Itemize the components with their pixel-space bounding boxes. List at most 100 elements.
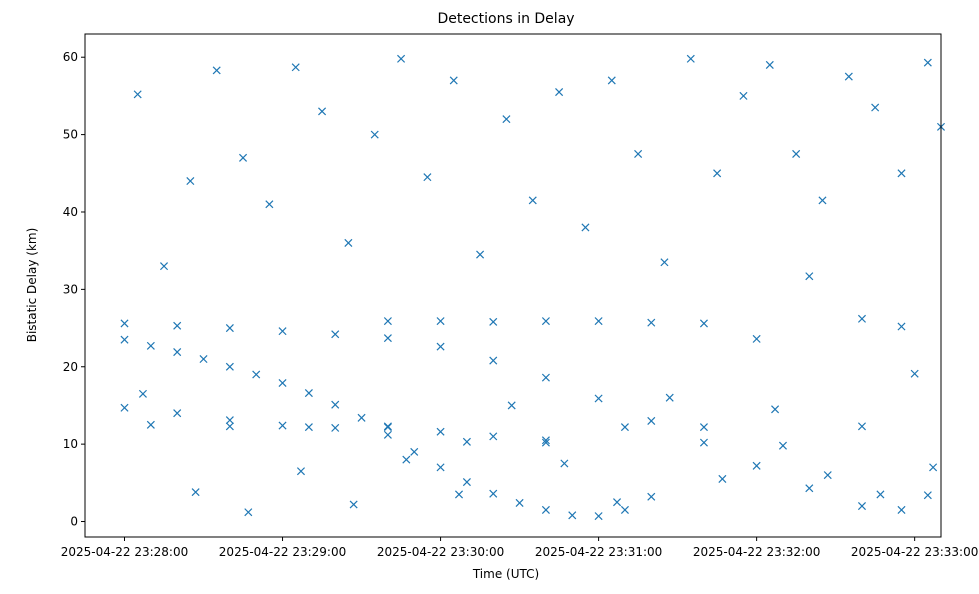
data-point [120, 403, 129, 412]
data-point [771, 405, 780, 414]
data-point [660, 258, 669, 267]
data-point [331, 400, 340, 409]
data-point [857, 502, 867, 511]
data-point [199, 354, 208, 364]
data-point [173, 409, 182, 418]
data-point [383, 430, 392, 439]
data-point [620, 423, 629, 432]
data-point [699, 319, 708, 328]
data-point [146, 420, 155, 429]
data-point [805, 484, 814, 493]
data-point [278, 327, 287, 336]
data-point [173, 321, 182, 330]
data-point [436, 317, 445, 326]
data-point [318, 107, 327, 116]
plot-frame [84, 33, 942, 538]
data-point [462, 478, 471, 487]
data-point [370, 130, 379, 139]
data-point [857, 314, 867, 323]
data-point [454, 490, 464, 499]
data-point [138, 389, 147, 398]
data-point [357, 413, 366, 422]
data-point [502, 115, 511, 124]
data-point [923, 58, 932, 67]
data-point [383, 334, 392, 343]
x-axis-ticks: 2025-04-22 23:28:00 2025-04-22 23:29:00 20… [61, 537, 978, 559]
y-axis-label: Bistatic Delay (km) [25, 228, 39, 343]
data-point [225, 416, 234, 425]
data-point [581, 223, 590, 232]
data-point [225, 324, 234, 333]
data-point [489, 432, 498, 441]
data-point [876, 490, 885, 499]
data-point [304, 423, 313, 432]
data-point [239, 153, 248, 162]
data-point [739, 91, 748, 100]
y-tick-label: 60 [63, 50, 78, 64]
data-point [120, 335, 129, 344]
data-point [436, 342, 445, 351]
data-point [296, 467, 305, 476]
y-tick-label: 40 [63, 205, 78, 219]
data-point [699, 423, 708, 432]
data-point [541, 505, 550, 514]
x-tick-label: 2025-04-22 23:29:00 [219, 545, 346, 559]
data-point [541, 373, 550, 382]
data-point [897, 322, 906, 331]
data-point [397, 54, 406, 63]
data-point [620, 505, 629, 514]
data-point [291, 63, 300, 72]
data-point [713, 169, 722, 178]
y-tick-label: 20 [63, 360, 78, 374]
data-point [278, 421, 287, 430]
data-point [528, 196, 537, 205]
data-point [634, 149, 643, 158]
data-point [331, 423, 340, 432]
chart-title: Detections in Delay [437, 11, 574, 27]
data-point [146, 341, 155, 350]
data-point [186, 177, 195, 186]
data-point [923, 491, 932, 500]
data-point [191, 488, 200, 497]
data-point [805, 272, 814, 281]
data-point [871, 103, 880, 112]
data-point [686, 54, 695, 63]
data-point [897, 505, 906, 514]
data-points [120, 54, 946, 521]
data-point [857, 422, 867, 431]
data-point [265, 200, 274, 209]
data-point [897, 169, 906, 178]
data-point [489, 317, 498, 326]
data-point [383, 422, 392, 431]
data-point [752, 334, 761, 343]
data-point [718, 474, 727, 483]
data-point [159, 262, 169, 271]
data-point [120, 319, 129, 328]
data-point [410, 447, 419, 456]
data-point [792, 149, 801, 158]
data-point [331, 330, 340, 339]
x-tick-label: 2025-04-22 23:32:00 [693, 545, 820, 559]
data-point [699, 438, 708, 447]
data-point [476, 250, 485, 259]
data-point [910, 369, 919, 378]
data-point [462, 437, 471, 446]
data-point [665, 393, 674, 402]
y-tick-label: 50 [63, 128, 78, 142]
data-point [541, 438, 550, 447]
data-point [383, 317, 392, 326]
y-tick-label: 10 [63, 437, 78, 451]
data-point [752, 461, 761, 470]
y-tick-label: 30 [63, 282, 78, 296]
data-point [647, 318, 656, 327]
x-tick-label: 2025-04-22 23:28:00 [61, 545, 188, 559]
data-point [818, 196, 827, 205]
data-point [436, 427, 445, 436]
data-point [647, 492, 656, 501]
data-point [647, 416, 656, 425]
data-point [173, 348, 182, 357]
data-point [594, 512, 603, 521]
